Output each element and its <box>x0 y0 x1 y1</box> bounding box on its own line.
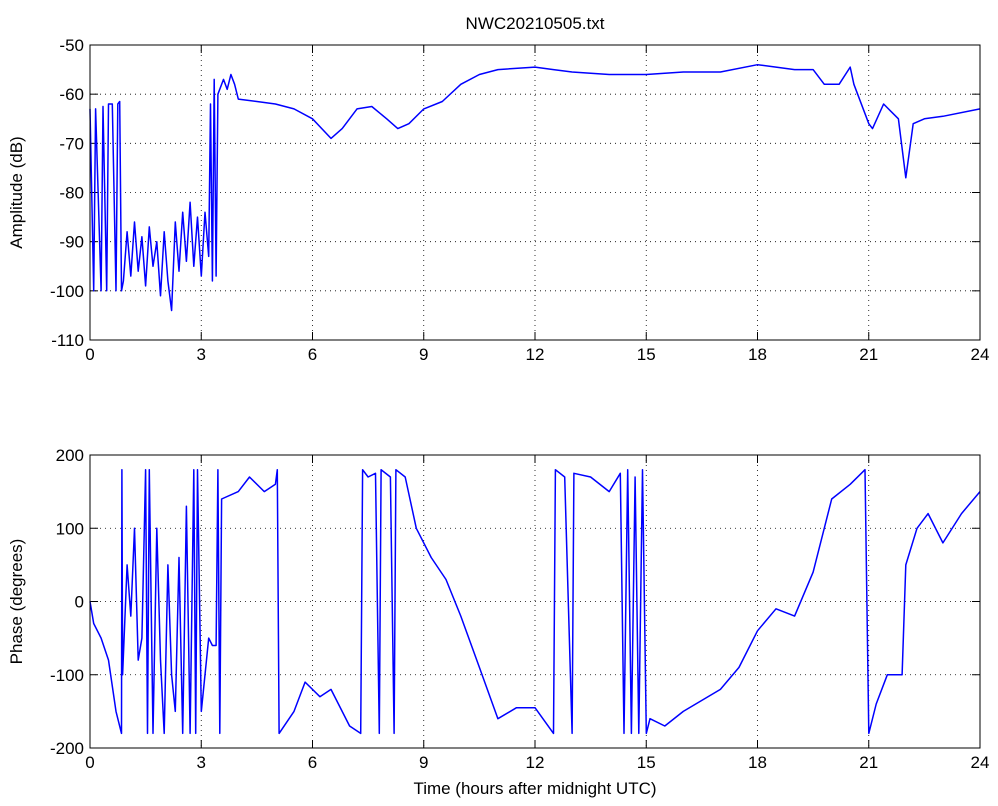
axes-frame <box>89 44 981 341</box>
x-tick-label: 0 <box>85 753 94 772</box>
x-tick-label: 24 <box>971 345 990 364</box>
y-tick-label: -70 <box>59 134 84 153</box>
y-tick-label: -100 <box>50 666 84 685</box>
y-tick-label: 200 <box>56 446 84 465</box>
x-tick-label: 0 <box>85 345 94 364</box>
y-tick-label: -200 <box>50 739 84 758</box>
x-tick-label: 18 <box>748 753 767 772</box>
y-tick-label: -100 <box>50 282 84 301</box>
data-line <box>89 468 981 735</box>
x-tick-label: 3 <box>197 753 206 772</box>
x-tick-label: 6 <box>308 345 317 364</box>
x-tick-label: 12 <box>526 345 545 364</box>
y-tick-label: -50 <box>59 36 84 55</box>
x-tick-label: 3 <box>197 345 206 364</box>
y-axis-label: Amplitude (dB) <box>7 136 26 248</box>
x-tick-label: 6 <box>308 753 317 772</box>
y-tick-label: -90 <box>59 233 84 252</box>
x-tick-label: 21 <box>859 345 878 364</box>
x-tick-label: 9 <box>419 345 428 364</box>
y-tick-label: 0 <box>75 593 84 612</box>
y-axis-label: Phase (degrees) <box>7 539 26 665</box>
y-tick-label: -60 <box>59 85 84 104</box>
x-tick-label: 21 <box>859 753 878 772</box>
y-tick-label: -110 <box>51 331 84 350</box>
x-tick-label: 18 <box>748 345 767 364</box>
x-tick-label: 15 <box>637 753 656 772</box>
axes-frame <box>89 454 981 749</box>
data-line <box>89 63 981 312</box>
x-tick-label: 15 <box>637 345 656 364</box>
chart-title: NWC20210505.txt <box>466 14 605 33</box>
y-tick-label: 100 <box>56 519 84 538</box>
x-tick-label: 24 <box>971 753 990 772</box>
y-tick-label: -80 <box>59 184 84 203</box>
x-tick-label: 12 <box>526 753 545 772</box>
x-tick-label: 9 <box>419 753 428 772</box>
x-axis-label: Time (hours after midnight UTC) <box>413 779 656 798</box>
